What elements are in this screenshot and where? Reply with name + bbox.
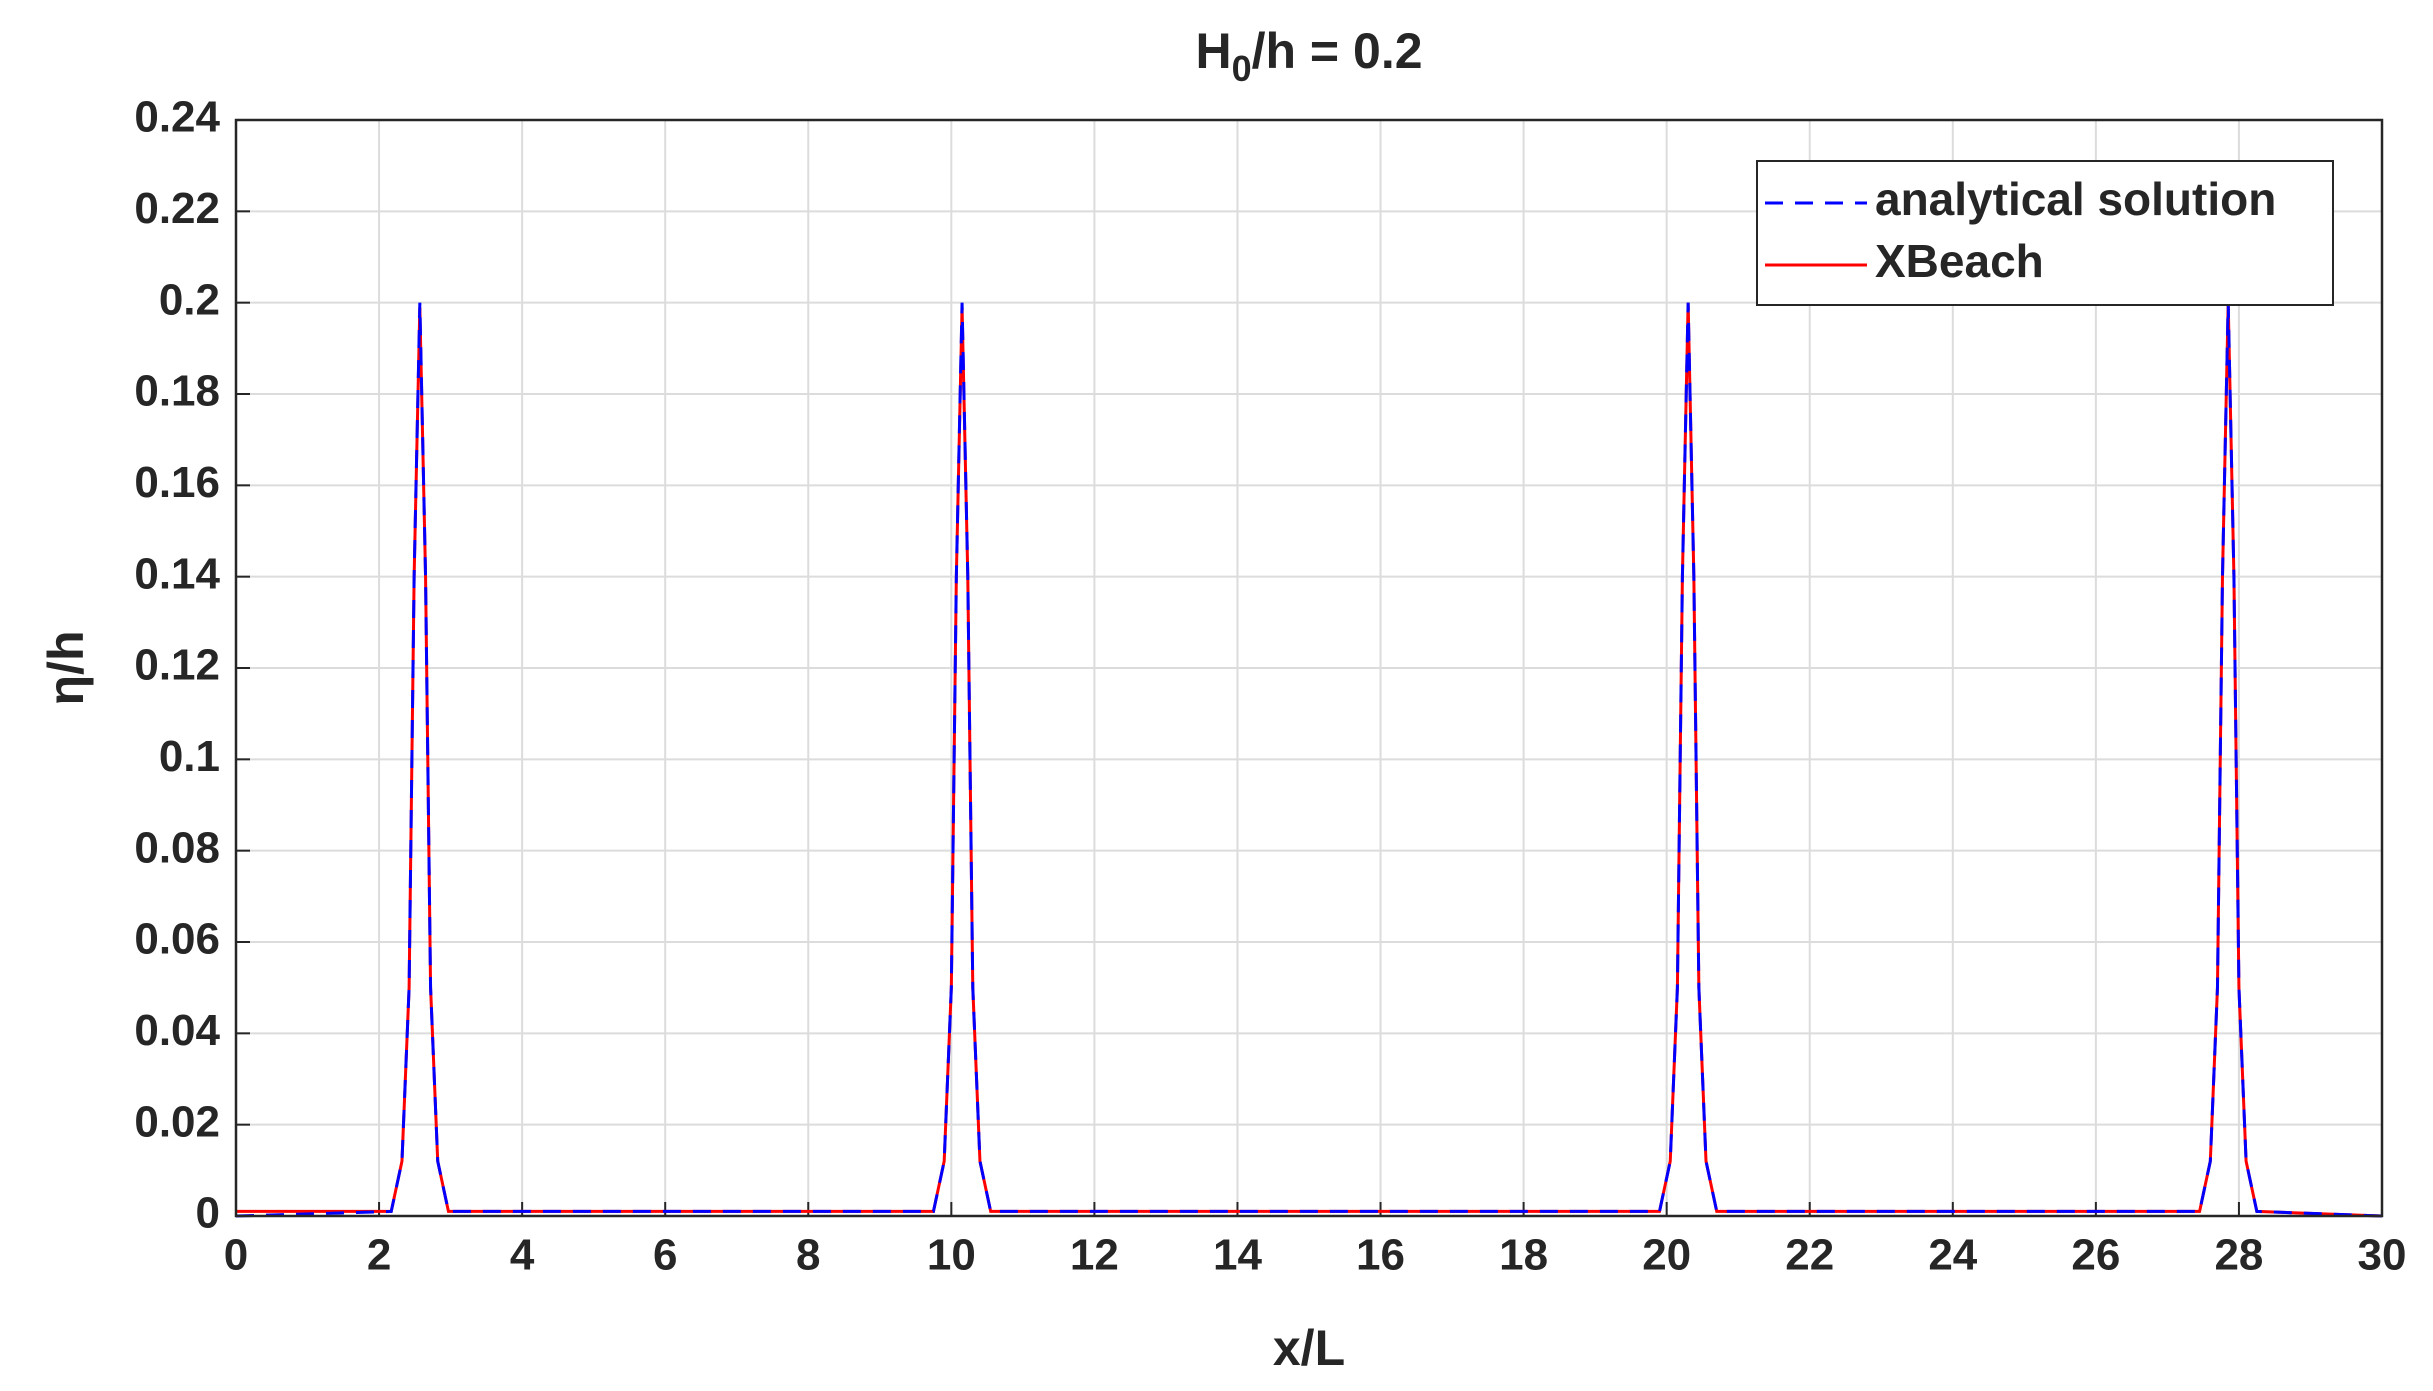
- y-tick-label: 0.06: [134, 915, 220, 964]
- x-tick-label: 28: [2214, 1231, 2263, 1280]
- x-tick-label: 6: [653, 1231, 677, 1280]
- x-tick-label: 8: [796, 1231, 820, 1280]
- x-tick-label: 2: [367, 1231, 391, 1280]
- axes-box: [234, 118, 2384, 1218]
- x-tick-label: 26: [2071, 1231, 2120, 1280]
- x-tick-label: 24: [1928, 1231, 1977, 1280]
- y-tick-label: 0.18: [134, 367, 220, 416]
- x-tick-label: 22: [1785, 1231, 1834, 1280]
- legend-label: analytical solution: [1875, 173, 2276, 225]
- x-tick-label: 18: [1499, 1231, 1548, 1280]
- x-tick-label: 12: [1070, 1231, 1119, 1280]
- y-tick-label: 0.14: [134, 549, 220, 598]
- x-tick-label: 30: [2358, 1231, 2407, 1280]
- legend-box: [1756, 160, 2334, 306]
- y-tick-label: 0.16: [134, 458, 220, 507]
- y-tick-label: 0: [196, 1189, 220, 1238]
- x-tick-label: 4: [510, 1231, 535, 1280]
- legend-label: XBeach: [1875, 235, 2044, 287]
- y-tick-label: 0.02: [134, 1097, 220, 1146]
- y-tick-label: 0.2: [159, 275, 220, 324]
- x-tick-label: 16: [1356, 1231, 1405, 1280]
- x-axis-label: x/L: [1273, 1320, 1345, 1376]
- x-tick-label: 10: [927, 1231, 976, 1280]
- y-tick-label: 0.04: [134, 1006, 220, 1055]
- y-axis-label: η/h: [38, 631, 94, 706]
- y-tick-label: 0.08: [134, 823, 220, 872]
- x-tick-label: 0: [224, 1231, 248, 1280]
- y-tick-label: 0.12: [134, 641, 220, 690]
- y-tick-label: 0.24: [134, 93, 220, 142]
- chart-title: H0/h = 0.2: [1195, 23, 1422, 88]
- y-tick-label: 0.22: [134, 184, 220, 233]
- x-tick-label: 20: [1642, 1231, 1691, 1280]
- y-tick-label: 0.1: [159, 732, 220, 781]
- data-line: [236, 302, 2383, 1218]
- legend: analytical solution XBeach: [1756, 160, 2334, 306]
- x-tick-label: 14: [1213, 1231, 1262, 1280]
